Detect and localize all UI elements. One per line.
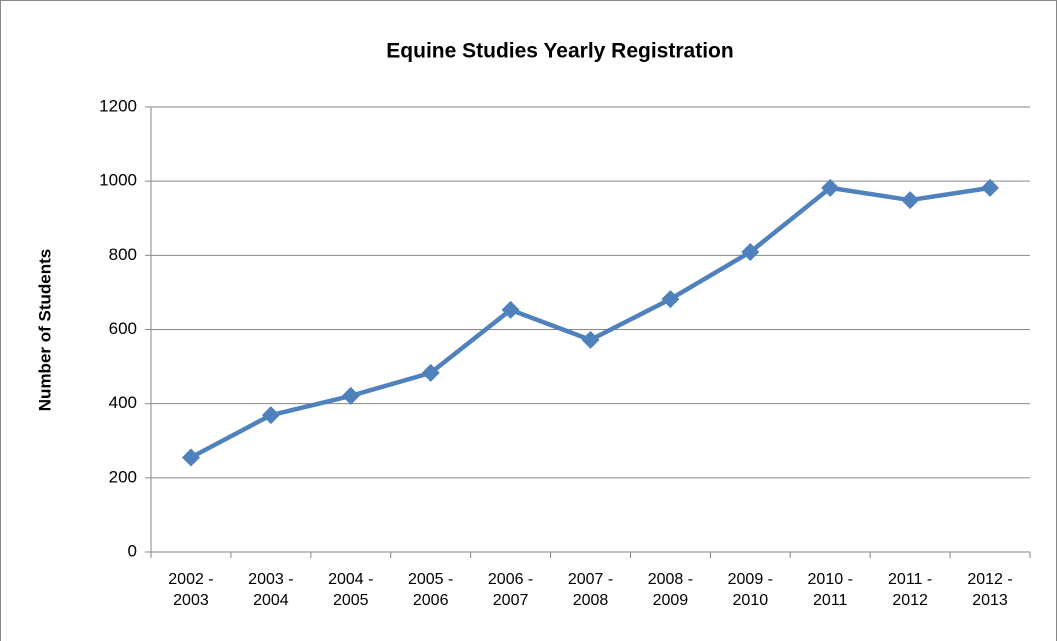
y-tick-label: 800 [109, 245, 137, 264]
data-point [901, 191, 920, 210]
x-tick-label: 2010 - 2011 [807, 571, 853, 609]
y-tick-label: 0 [128, 541, 137, 560]
data-point [981, 178, 1000, 197]
chart-title: Equine Studies Yearly Registration [386, 40, 733, 63]
x-tick-label: 2002 - 2003 [168, 571, 214, 609]
y-tick-label: 400 [109, 393, 137, 412]
data-point [421, 363, 440, 382]
data-point [261, 406, 280, 425]
x-tick-label: 2008 - 2009 [647, 571, 694, 609]
data-point [181, 448, 200, 467]
y-tick-label: 1200 [99, 96, 137, 115]
data-point [661, 290, 680, 309]
data-point [821, 178, 840, 197]
x-tick-label: 2005 - 2006 [407, 571, 454, 609]
y-tick-label: 200 [109, 467, 137, 486]
x-tick-label: 2003 - 2004 [248, 571, 294, 609]
data-point [341, 386, 360, 405]
data-point [581, 330, 600, 349]
data-point [741, 242, 760, 261]
y-tick-label: 600 [109, 319, 137, 338]
x-tick-label: 2009 - 2010 [727, 571, 773, 609]
y-axis-label: Number of Students [35, 249, 54, 411]
data-point [501, 300, 520, 319]
x-tick-label: 2012 - 2013 [967, 571, 1013, 609]
y-tick-label: 1000 [99, 171, 137, 190]
x-tick-label: 2004 - 2005 [328, 571, 374, 609]
x-tick-label: 2011 - 2012 [888, 571, 933, 609]
x-tick-label: 2006 - 2007 [487, 571, 534, 609]
x-tick-label: 2007 - 2008 [567, 571, 614, 609]
